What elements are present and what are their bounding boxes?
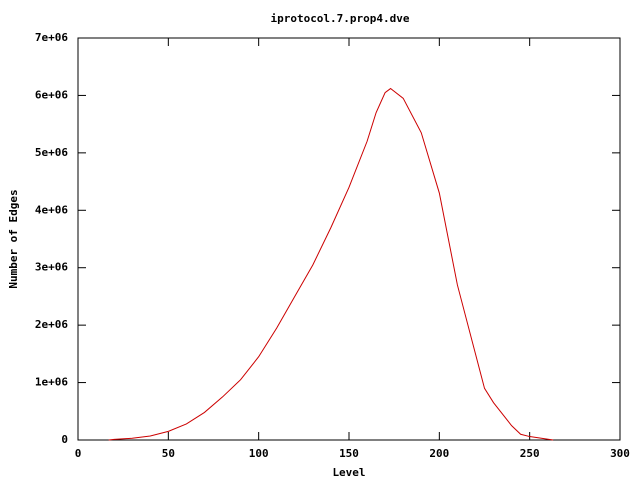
chart-title: iprotocol.7.prop4.dve — [270, 12, 409, 25]
x-axis-label: Level — [332, 466, 365, 479]
y-tick-label: 5e+06 — [35, 146, 68, 159]
y-tick-label: 0 — [61, 433, 68, 446]
y-tick-label: 3e+06 — [35, 261, 68, 274]
y-tick-label: 6e+06 — [35, 88, 68, 101]
y-tick-label: 2e+06 — [35, 318, 68, 331]
x-tick-label: 200 — [429, 447, 449, 460]
plot-border — [77, 37, 621, 441]
x-tick-label: 100 — [249, 447, 269, 460]
data-line — [108, 87, 554, 441]
y-tick-label: 7e+06 — [35, 31, 68, 44]
y-tick-label: 4e+06 — [35, 203, 68, 216]
x-tick-label: 50 — [162, 447, 175, 460]
x-tick-label: 0 — [75, 447, 82, 460]
x-tick-label: 300 — [610, 447, 630, 460]
x-tick-label: 150 — [339, 447, 359, 460]
y-axis-label: Number of Edges — [7, 189, 20, 288]
y-tick-label: 1e+06 — [35, 376, 68, 389]
x-tick-label: 250 — [520, 447, 540, 460]
